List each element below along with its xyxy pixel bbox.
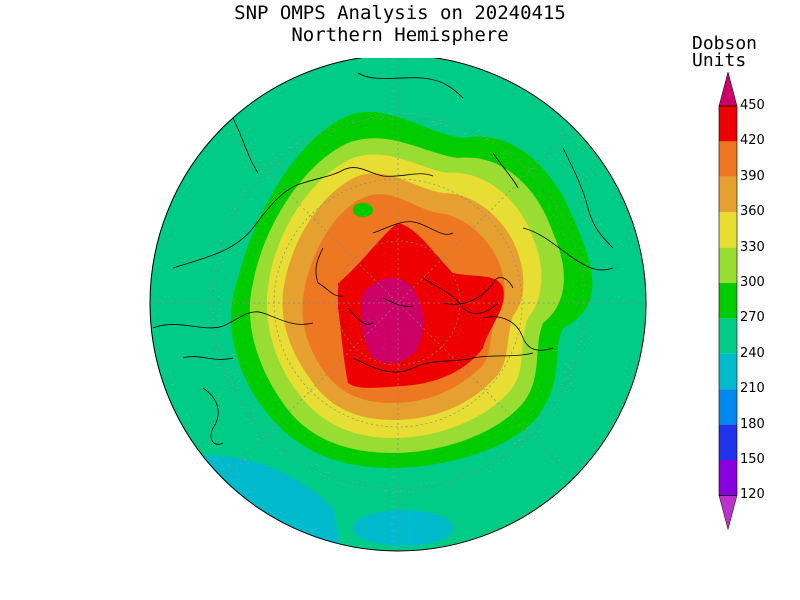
graticule [150,55,646,551]
colorbar-band [719,353,737,390]
colorbar-tick-label: 120 [740,487,765,503]
colorbar-band [719,318,737,354]
colorbar-band [719,106,737,142]
map-title: SNP OMPS Analysis on 20240415 [234,2,566,24]
band-270-300-island [353,203,373,217]
colorbar-band [719,460,737,496]
colorbar [700,70,780,540]
ozone-contours [150,55,646,551]
colorbar-tick-label: 150 [740,452,765,467]
map-subtitle: Northern Hemisphere [291,24,509,46]
band-450-plus [361,277,424,364]
colorbar-band [719,212,737,248]
colorbar-band [719,176,737,213]
colorbar-band [719,247,737,283]
colorbar-tick-label: 300 [740,275,765,290]
colorbar-title-line1: Dobson [692,33,758,54]
colorbar-tick-label: 240 [740,345,765,361]
colorbar-bottom-arrow [718,495,738,531]
colorbar-band [719,389,737,425]
colorbar-tick-label: 330 [740,239,765,255]
coastlines [152,72,614,445]
colorbar-tick-label: 210 [740,381,765,397]
colorbar-tick-label: 360 [740,204,765,220]
colorbar-tick-label: 270 [740,310,765,326]
colorbar-tick-label: 390 [740,168,765,184]
colorbar-tick-label: 180 [740,416,765,432]
ozone-map-svg [149,54,647,552]
colorbar-tick-label: 420 [740,133,765,149]
band-210-240-bottom [353,510,453,546]
polar-ozone-map [143,54,659,552]
colorbar-tick-label: 450 [740,98,765,113]
colorbar-outline [718,105,738,496]
colorbar-band [719,424,737,460]
colorbar-top-arrow [718,71,738,107]
colorbar-svg [718,71,738,531]
colorbar-band [719,141,737,177]
colorbar-band [719,283,737,319]
colorbar-title-line2: Units [692,50,747,71]
